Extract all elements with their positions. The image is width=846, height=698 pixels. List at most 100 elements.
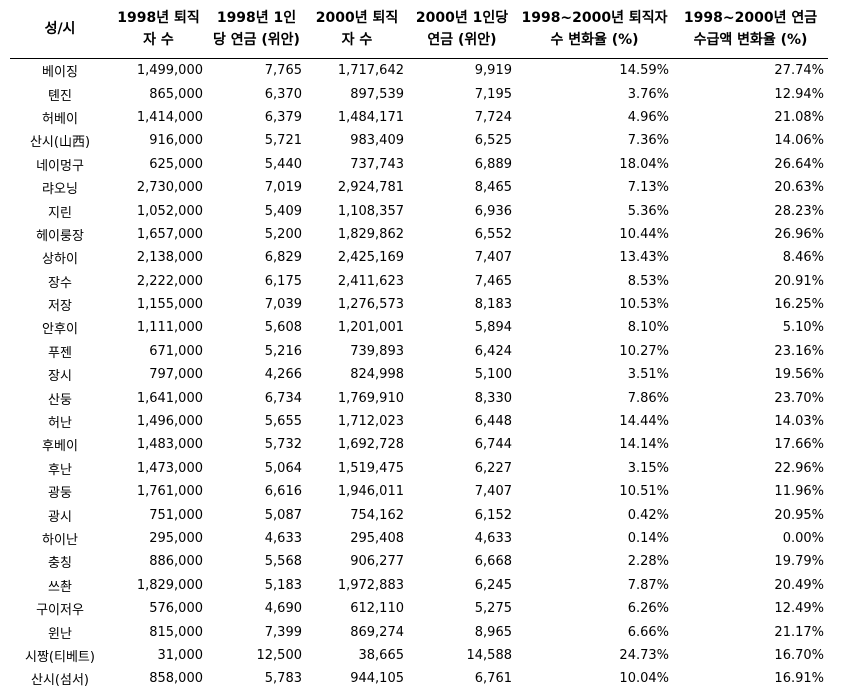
table-cell: 허베이 [42, 111, 78, 127]
table-cell: 베이징 [42, 65, 78, 81]
table-cell: 2,138,000 [136, 250, 203, 266]
table-cell: 1,712,023 [337, 414, 404, 430]
table-cell: 6,152 [474, 507, 512, 523]
table-row: 장수 2,222,000 6,175 2,411,623 7,465 8.53% 20.91… [10, 270, 828, 293]
table-cell: 612,110 [350, 601, 404, 617]
table-cell: 11.96% [774, 484, 824, 500]
table-cell: 869,274 [350, 624, 404, 640]
table-cell: 1,692,728 [337, 437, 404, 453]
table-cell: 6,616 [264, 484, 302, 500]
header-cell: 1998년 퇴직자 수 [110, 0, 207, 59]
table-row: 시짱(티베트) 31,000 12,500 38,665 14,588 24.73% 16.… [10, 644, 828, 667]
table-cell: 6,227 [474, 460, 512, 476]
table-cell: 1,111,000 [136, 320, 203, 336]
table-cell: 23.70% [774, 390, 824, 406]
table-cell: 26.64% [774, 156, 824, 172]
data-table: 성/시 1998년 퇴직자 수 1998년 1인당 연금 (위안) 2000년 퇴직자… [10, 0, 828, 691]
table-cell: 6,761 [474, 671, 512, 687]
table-cell: 6.26% [627, 601, 669, 617]
table-cell: 충칭 [48, 556, 72, 572]
table-cell: 6,525 [474, 133, 512, 149]
table-cell: 23.16% [774, 343, 824, 359]
table-cell: 12.49% [774, 601, 824, 617]
table-cell: 10.44% [619, 226, 669, 242]
header-cell: 1998~2000년 연금 수급액 변화율 (%) [673, 0, 828, 59]
table-cell: 20.95% [774, 507, 824, 523]
table-cell: 구이저우 [36, 603, 84, 619]
table-cell: 897,539 [350, 86, 404, 102]
table-cell: 5,568 [264, 554, 302, 570]
table-cell: 14.03% [774, 414, 824, 430]
table-cell: 7.13% [627, 180, 669, 196]
table-cell: 5,409 [264, 203, 302, 219]
table-cell: 1,761,000 [136, 484, 203, 500]
table-cell: 754,162 [350, 507, 404, 523]
table-cell: 8,965 [474, 624, 512, 640]
table-cell: 7,407 [474, 484, 512, 500]
table-body: 베이징 1,499,000 7,765 1,717,642 9,919 14.59% 27.… [10, 59, 828, 691]
table-cell: 2,425,169 [337, 250, 404, 266]
table-cell: 20.91% [774, 273, 824, 289]
table-cell: 후베이 [42, 439, 78, 455]
header-cell: 1998년 1인당 연금 (위안) [207, 0, 306, 59]
table-cell: 4,266 [264, 367, 302, 383]
table-cell: 윈난 [48, 626, 72, 642]
header-row: 성/시 1998년 퇴직자 수 1998년 1인당 연금 (위안) 2000년 퇴직자… [10, 0, 828, 59]
table-cell: 1,052,000 [136, 203, 203, 219]
table-row: 구이저우 576,000 4,690 612,110 5,275 6.26% 12.49% [10, 597, 828, 620]
table-cell: 737,743 [350, 156, 404, 172]
table-cell: 7,765 [264, 63, 302, 79]
table-cell: 1,499,000 [136, 63, 203, 79]
table-cell: 장수 [48, 275, 72, 291]
table-cell: 1,829,862 [337, 226, 404, 242]
table-cell: 10.27% [619, 343, 669, 359]
table-cell: 14.06% [774, 133, 824, 149]
table-row: 쓰촨 1,829,000 5,183 1,972,883 6,245 7.87% 20.49… [10, 574, 828, 597]
table-cell: 5,216 [264, 343, 302, 359]
table-cell: 1,473,000 [136, 460, 203, 476]
table-row: 허난 1,496,000 5,655 1,712,023 6,448 14.44% 14.0… [10, 410, 828, 433]
table-cell: 1,108,357 [337, 203, 404, 219]
table-cell: 625,000 [149, 156, 203, 172]
table-cell: 797,000 [149, 367, 203, 383]
table-cell: 5,721 [264, 133, 302, 149]
table-cell: 21.08% [774, 109, 824, 125]
table-cell: 0.14% [627, 531, 669, 546]
table-cell: 19.56% [774, 367, 824, 383]
table-cell: 6,245 [474, 577, 512, 593]
table-row: 산둥 1,641,000 6,734 1,769,910 8,330 7.86% 23.70… [10, 386, 828, 409]
table-cell: 7.86% [627, 390, 669, 406]
table-cell: 4,690 [264, 601, 302, 617]
table-cell: 751,000 [149, 507, 203, 523]
table-cell: 산시(山西) [29, 135, 91, 151]
table-row: 베이징 1,499,000 7,765 1,717,642 9,919 14.59% 27.… [10, 59, 828, 83]
table-cell: 7,399 [264, 624, 302, 640]
table-cell: 5,732 [264, 437, 302, 453]
table-cell: 3.76% [627, 86, 669, 102]
table-cell: 824,998 [350, 367, 404, 383]
table-cell: 장시 [48, 369, 72, 385]
table-cell: 7,407 [474, 250, 512, 266]
table-cell: 8,183 [474, 297, 512, 313]
table-cell: 38,665 [358, 647, 405, 663]
table-cell: 6,744 [474, 437, 512, 453]
table-cell: 944,105 [350, 671, 404, 687]
table-cell: 산시(섬서) [31, 673, 89, 689]
table-cell: 6,448 [474, 414, 512, 430]
table-cell: 13.43% [619, 250, 669, 266]
table-cell: 네이멍구 [36, 158, 84, 174]
table-cell: 671,000 [149, 343, 203, 359]
table-cell: 랴오닝 [42, 182, 78, 198]
table-cell: 16.25% [774, 297, 824, 313]
table-cell: 3.51% [627, 367, 669, 383]
table-row: 장시 797,000 4,266 824,998 5,100 3.51% 19.56% [10, 363, 828, 386]
table-row: 톈진 865,000 6,370 897,539 7,195 3.76% 12.94% [10, 82, 828, 105]
table-cell: 6,370 [264, 86, 302, 102]
table-row: 후베이 1,483,000 5,732 1,692,728 6,744 14.14% 17.… [10, 433, 828, 456]
table-row: 윈난 815,000 7,399 869,274 8,965 6.66% 21.17% [10, 620, 828, 643]
table-cell: 19.79% [774, 554, 824, 570]
table-cell: 5,894 [474, 320, 512, 336]
header-cell: 성/시 [10, 0, 110, 59]
table-cell: 6,379 [264, 109, 302, 125]
